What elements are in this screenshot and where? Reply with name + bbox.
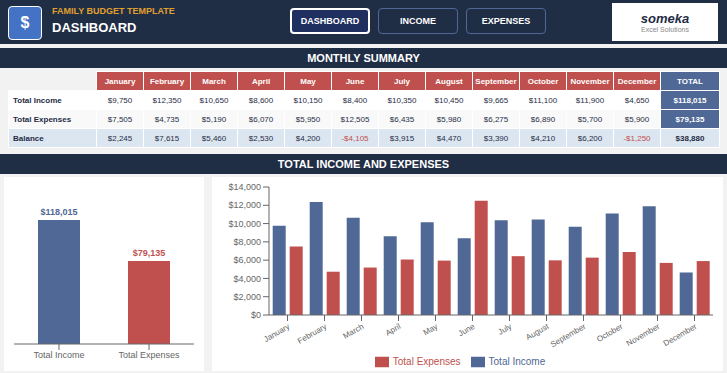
html-text:July: July bbox=[394, 76, 410, 86]
html-text:April: April bbox=[251, 76, 271, 86]
html-text:$5,190: $5,190 bbox=[201, 114, 227, 124]
html-text:$4,735: $4,735 bbox=[154, 114, 180, 124]
html-text:MONTHLY SUMMARY: MONTHLY SUMMARY bbox=[307, 52, 420, 64]
svg-text:$14,000: $14,000 bbox=[228, 182, 261, 192]
html-text:December: December bbox=[617, 76, 657, 86]
html-text:TOTAL: TOTAL bbox=[677, 76, 703, 86]
html-text:$6,275: $6,275 bbox=[483, 114, 509, 124]
svg-text:October: October bbox=[595, 322, 624, 344]
html-text:$5,900: $5,900 bbox=[624, 114, 650, 124]
html-text:$11,100: $11,100 bbox=[528, 95, 558, 105]
svg-text:Total Income: Total Income bbox=[33, 350, 84, 360]
html-text:$10,650: $10,650 bbox=[199, 95, 229, 105]
svg-text:February: February bbox=[296, 322, 328, 346]
html-text:February: February bbox=[149, 76, 185, 86]
html-text:$4,210: $4,210 bbox=[530, 133, 556, 143]
html-text:August: August bbox=[435, 76, 463, 86]
html-text:EXPENSES: EXPENSES bbox=[481, 16, 531, 26]
svg-text:$12,000: $12,000 bbox=[228, 200, 261, 210]
svg-text:$10,000: $10,000 bbox=[228, 219, 261, 229]
svg-text:$6,000: $6,000 bbox=[233, 255, 261, 265]
svg-text:January: January bbox=[262, 322, 291, 344]
html-text:$7,615: $7,615 bbox=[154, 133, 180, 143]
html-text:$6,200: $6,200 bbox=[577, 133, 603, 143]
html-text:$4,200: $4,200 bbox=[295, 133, 321, 143]
html-text:$5,980: $5,980 bbox=[436, 114, 462, 124]
html-text:$3,390: $3,390 bbox=[483, 133, 509, 143]
html-text:$12,505: $12,505 bbox=[340, 114, 370, 124]
html-text:-$1,250: -$1,250 bbox=[623, 133, 651, 143]
html-text:Balance: Balance bbox=[13, 133, 44, 143]
svg-text:June: June bbox=[457, 322, 477, 339]
html-text:Total Expenses: Total Expenses bbox=[392, 355, 461, 367]
svg-text:May: May bbox=[422, 322, 440, 337]
html-text:Total Income: Total Income bbox=[13, 95, 62, 105]
svg-text:August: August bbox=[524, 321, 551, 342]
svg-text:$79,135: $79,135 bbox=[133, 248, 166, 258]
html-text:$10,350: $10,350 bbox=[387, 95, 417, 105]
html-text:$79,135: $79,135 bbox=[675, 114, 705, 124]
html-text:$5,950: $5,950 bbox=[295, 114, 321, 124]
html-text:$5,700: $5,700 bbox=[577, 114, 603, 124]
html-text:DASHBOARD: DASHBOARD bbox=[300, 16, 360, 26]
html-text:November: November bbox=[570, 76, 610, 86]
svg-text:April: April bbox=[384, 322, 403, 338]
html-text:$10,150: $10,150 bbox=[293, 95, 323, 105]
html-text:$38,880: $38,880 bbox=[675, 133, 705, 143]
html-text:TOTAL INCOME AND EXPENSES: TOTAL INCOME AND EXPENSES bbox=[277, 158, 450, 170]
svg-text:September: September bbox=[549, 322, 588, 350]
html-text:$4,650: $4,650 bbox=[624, 95, 650, 105]
html-text:$9,750: $9,750 bbox=[107, 95, 133, 105]
html-text:$2,245: $2,245 bbox=[107, 133, 133, 143]
html-text:someka: someka bbox=[640, 11, 690, 26]
html-text:March: March bbox=[202, 76, 226, 86]
html-text:$7,505: $7,505 bbox=[107, 114, 133, 124]
html-text:FAMILY BUDGET TEMPLATE: FAMILY BUDGET TEMPLATE bbox=[52, 6, 175, 16]
html-text:$11,900: $11,900 bbox=[575, 95, 605, 105]
html-text:June: June bbox=[345, 76, 365, 86]
html-text:Total Expenses: Total Expenses bbox=[13, 114, 72, 124]
svg-text:$4,000: $4,000 bbox=[233, 274, 261, 284]
html-text:$3,915: $3,915 bbox=[389, 133, 415, 143]
html-text:-$4,105: -$4,105 bbox=[341, 133, 369, 143]
html-text:$12,350: $12,350 bbox=[152, 95, 182, 105]
html-text:$6,890: $6,890 bbox=[530, 114, 556, 124]
html-text:October: October bbox=[527, 76, 559, 86]
html-text:INCOME: INCOME bbox=[400, 16, 436, 26]
html-text:DASHBOARD: DASHBOARD bbox=[52, 20, 137, 35]
html-text:September: September bbox=[475, 76, 517, 86]
html-text:$10,450: $10,450 bbox=[434, 95, 464, 105]
html-text:$6,070: $6,070 bbox=[248, 114, 274, 124]
svg-text:December: December bbox=[662, 322, 699, 348]
html-text:January: January bbox=[104, 76, 136, 86]
html-text:Excel Solutions: Excel Solutions bbox=[641, 26, 689, 33]
html-text:$8,600: $8,600 bbox=[248, 95, 274, 105]
svg-text:$8,000: $8,000 bbox=[233, 237, 261, 247]
html-text:$6,435: $6,435 bbox=[389, 114, 415, 124]
html-text:$2,530: $2,530 bbox=[248, 133, 274, 143]
html-text:$9,665: $9,665 bbox=[483, 95, 509, 105]
svg-text:$0: $0 bbox=[251, 310, 261, 320]
html-text:$118,015: $118,015 bbox=[673, 95, 707, 105]
svg-text:$118,015: $118,015 bbox=[40, 207, 77, 217]
svg-text:July: July bbox=[497, 322, 514, 337]
html-text:$5,460: $5,460 bbox=[201, 133, 227, 143]
html-text:$4,470: $4,470 bbox=[436, 133, 462, 143]
svg-text:March: March bbox=[342, 322, 366, 341]
svg-text:November: November bbox=[625, 322, 662, 348]
svg-text:Total Expenses: Total Expenses bbox=[118, 350, 180, 360]
svg-text:$2,000: $2,000 bbox=[233, 292, 261, 302]
html-text:Total Income: Total Income bbox=[488, 355, 546, 367]
html-text:$8,400: $8,400 bbox=[342, 95, 368, 105]
html-text:May: May bbox=[300, 76, 316, 86]
